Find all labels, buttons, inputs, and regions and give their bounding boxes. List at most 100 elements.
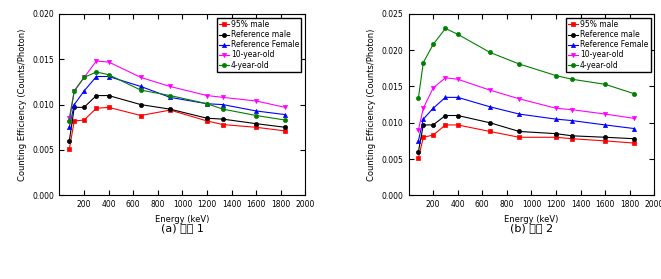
Reference male — [70, 106, 78, 109]
4-year-old — [281, 118, 289, 122]
Reference Female — [414, 139, 422, 143]
95% male — [80, 118, 88, 122]
Reference male — [602, 136, 609, 139]
Reference Female — [552, 117, 560, 121]
Reference male — [253, 122, 260, 125]
95% male — [419, 136, 427, 139]
10-year-old — [419, 107, 427, 110]
10-year-old — [281, 106, 289, 109]
10-year-old — [414, 128, 422, 132]
Line: 4-year-old: 4-year-old — [67, 70, 288, 123]
95% male — [631, 141, 639, 145]
Reference Female — [631, 127, 639, 130]
Text: (b) 조건 2: (b) 조건 2 — [510, 223, 553, 233]
Reference Female — [453, 96, 461, 99]
Reference Female — [602, 123, 609, 127]
Reference Female — [219, 103, 227, 106]
95% male — [515, 136, 523, 139]
10-year-old — [80, 76, 88, 79]
10-year-old — [137, 76, 145, 79]
Reference male — [93, 94, 100, 97]
10-year-old — [515, 97, 523, 100]
Reference Female — [80, 89, 88, 93]
Text: (a) 조건 1: (a) 조건 1 — [161, 223, 204, 233]
4-year-old — [515, 62, 523, 66]
95% male — [93, 107, 100, 110]
Reference Female — [137, 85, 145, 88]
Reference male — [166, 107, 174, 111]
10-year-old — [453, 78, 461, 81]
4-year-old — [453, 33, 461, 36]
95% male — [253, 126, 260, 129]
4-year-old — [203, 102, 211, 105]
Reference male — [414, 150, 422, 153]
Legend: 95% male, Reference male, Reference Female, 10-year-old, 4-year-old: 95% male, Reference male, Reference Fema… — [566, 18, 650, 72]
10-year-old — [219, 96, 227, 99]
Reference male — [515, 130, 523, 133]
4-year-old — [631, 92, 639, 95]
Reference male — [552, 132, 560, 135]
4-year-old — [429, 43, 437, 46]
4-year-old — [166, 94, 174, 97]
10-year-old — [568, 108, 576, 111]
95% male — [65, 147, 73, 151]
4-year-old — [93, 70, 100, 74]
95% male — [552, 136, 560, 139]
Line: 95% male: 95% male — [416, 123, 637, 160]
4-year-old — [414, 97, 422, 100]
95% male — [203, 119, 211, 122]
4-year-old — [419, 61, 427, 64]
Line: 10-year-old: 10-year-old — [416, 76, 637, 132]
95% male — [602, 139, 609, 143]
4-year-old — [104, 73, 112, 76]
4-year-old — [552, 74, 560, 77]
Reference male — [281, 126, 289, 129]
Reference male — [65, 139, 73, 143]
95% male — [429, 133, 437, 137]
Reference Female — [419, 117, 427, 121]
Line: 10-year-old: 10-year-old — [67, 59, 288, 120]
95% male — [219, 123, 227, 126]
95% male — [568, 137, 576, 140]
4-year-old — [80, 76, 88, 79]
4-year-old — [602, 83, 609, 86]
Line: 95% male: 95% male — [67, 105, 288, 151]
Line: Reference male: Reference male — [416, 114, 637, 154]
4-year-old — [442, 27, 449, 30]
10-year-old — [602, 112, 609, 116]
X-axis label: Energy (keV): Energy (keV) — [504, 215, 559, 224]
Reference Female — [93, 75, 100, 78]
Reference Female — [253, 109, 260, 113]
Line: Reference Female: Reference Female — [67, 74, 288, 129]
Reference male — [453, 114, 461, 117]
95% male — [486, 130, 494, 133]
95% male — [166, 108, 174, 112]
10-year-old — [93, 59, 100, 63]
Reference male — [80, 106, 88, 109]
10-year-old — [70, 89, 78, 93]
Reference male — [203, 117, 211, 120]
Reference male — [631, 137, 639, 140]
4-year-old — [65, 119, 73, 122]
Reference male — [219, 117, 227, 121]
Line: 4-year-old: 4-year-old — [416, 27, 637, 100]
10-year-old — [552, 107, 560, 110]
95% male — [453, 123, 461, 127]
Reference male — [429, 123, 437, 127]
10-year-old — [203, 94, 211, 97]
Line: Reference Female: Reference Female — [416, 95, 637, 143]
Reference Female — [65, 126, 73, 129]
Reference Female — [486, 105, 494, 109]
Reference male — [568, 134, 576, 138]
Y-axis label: Counting Efficiency (Counts/Photon): Counting Efficiency (Counts/Photon) — [19, 28, 27, 181]
Reference Female — [166, 96, 174, 99]
95% male — [442, 123, 449, 127]
Reference Female — [104, 75, 112, 78]
Reference Female — [429, 107, 437, 110]
Reference Female — [568, 119, 576, 122]
Legend: 95% male, Reference male, Reference Female, 10-year-old, 4-year-old: 95% male, Reference male, Reference Fema… — [217, 18, 301, 72]
Reference Female — [203, 102, 211, 105]
Reference Female — [442, 96, 449, 99]
10-year-old — [631, 117, 639, 120]
Reference male — [137, 103, 145, 106]
